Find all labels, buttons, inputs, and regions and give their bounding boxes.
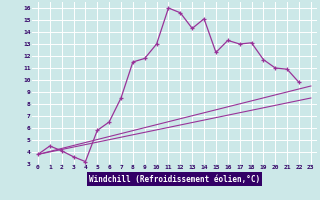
X-axis label: Windchill (Refroidissement éolien,°C): Windchill (Refroidissement éolien,°C) bbox=[89, 175, 260, 184]
